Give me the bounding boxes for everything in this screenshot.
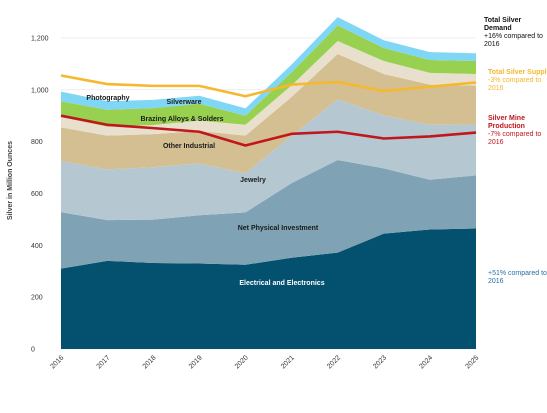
x-tick-label: 2022 [326,354,342,370]
x-tick-label: 2017 [96,354,112,370]
x-tick-label: 2025 [464,354,480,370]
y-axis-ticks: 0 200 400 600 800 1,000 1,200 [31,35,49,353]
annotation-total-supply: Total Silver Supply -3% compared to 2016 [488,69,547,93]
y-tick-label: 0 [31,347,35,354]
area-other-industrial [61,54,476,174]
x-tick-label: 2019 [188,354,204,370]
label-investment: Net Physical Investment [238,225,319,232]
annotation-total-supply-title: Total Silver Supply [488,69,547,76]
stacked-areas [61,17,476,349]
x-tick-label: 2023 [372,354,388,370]
annotation-mine-production-change: -7% compared to 2016 [488,131,542,146]
x-axis-ticks: 2016 2017 2018 2019 2020 2021 2022 2023 2024 2025 [49,354,480,370]
label-photography: Photography [86,95,129,102]
label-electrical: Electrical and Electronics [239,280,324,287]
x-tick-label: 2020 [234,354,250,370]
area-electrical-and-electronics [61,228,476,349]
y-tick-label: 200 [31,295,43,302]
area-brazing-alloys-solders [61,41,476,136]
x-tick-label: 2024 [418,354,434,370]
y-axis-label: Silver in Million Ounces [7,141,14,220]
annotation-mine-production: Silver Mine Production -7% compared to 2… [488,115,547,147]
area-jewelry [61,99,476,221]
y-tick-label: 400 [31,243,43,250]
annotation-total-demand-change: +16% compared to 2016 [484,33,543,48]
y-tick-label: 600 [31,191,43,198]
label-other-industrial: Other Industrial [163,143,215,150]
area-photography [61,17,476,116]
x-tick-label: 2021 [280,354,296,370]
annotation-total-demand: Total Silver Demand +16% compared to 201… [484,17,547,49]
area-net-physical-investment [61,160,476,269]
annotation-total-demand-title: Total Silver Demand [484,17,522,32]
layer-labels: Electrical and Electronics Net Physical … [86,95,324,287]
line-total-silver-supply [60,74,477,98]
label-brazing: Brazing Alloys & Solders [141,116,224,123]
annotation-electrical: +51% compared to 2016 [488,270,547,286]
x-tick-label: 2018 [142,354,158,370]
line-silver-mine-production [60,114,477,147]
annotation-electrical-change: +51% compared to 2016 [488,270,547,285]
x-tick-label: 2016 [49,354,65,370]
y-tick-label: 1,200 [31,35,49,42]
annotation-total-supply-change: -3% compared to 2016 [488,77,542,92]
area-silverware [61,25,476,127]
y-tick-label: 800 [31,139,43,146]
label-jewelry: Jewelry [240,177,266,184]
y-tick-label: 1,000 [31,87,49,94]
label-silverware: Silverware [166,99,201,106]
annotation-mine-production-title: Silver Mine Production [488,115,525,130]
supply-lines [60,74,477,147]
